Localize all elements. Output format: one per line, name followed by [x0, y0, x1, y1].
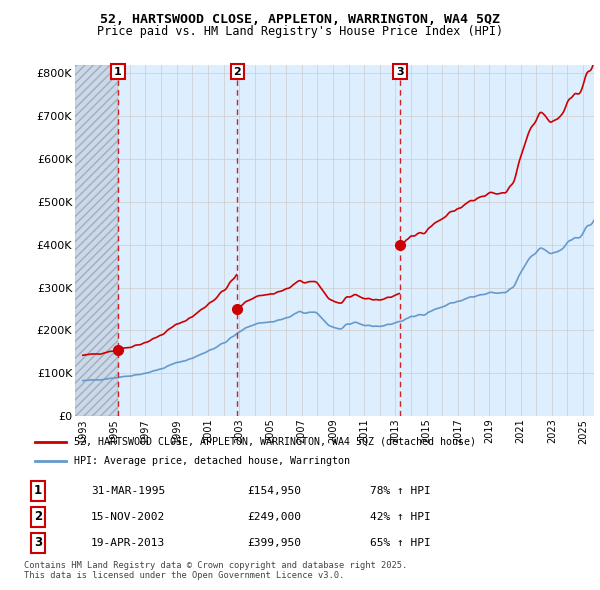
- Text: 15-NOV-2002: 15-NOV-2002: [91, 512, 165, 522]
- Text: 52, HARTSWOOD CLOSE, APPLETON, WARRINGTON, WA4 5QZ: 52, HARTSWOOD CLOSE, APPLETON, WARRINGTO…: [100, 13, 500, 26]
- Text: 42% ↑ HPI: 42% ↑ HPI: [370, 512, 431, 522]
- Text: 65% ↑ HPI: 65% ↑ HPI: [370, 538, 431, 548]
- Text: 1: 1: [114, 67, 122, 77]
- Text: Price paid vs. HM Land Registry's House Price Index (HPI): Price paid vs. HM Land Registry's House …: [97, 25, 503, 38]
- Text: This data is licensed under the Open Government Licence v3.0.: This data is licensed under the Open Gov…: [24, 571, 344, 580]
- Text: 3: 3: [34, 536, 42, 549]
- Text: 31-MAR-1995: 31-MAR-1995: [91, 486, 165, 496]
- Text: 52, HARTSWOOD CLOSE, APPLETON, WARRINGTON, WA4 5QZ (detached house): 52, HARTSWOOD CLOSE, APPLETON, WARRINGTO…: [74, 437, 476, 447]
- Text: Contains HM Land Registry data © Crown copyright and database right 2025.: Contains HM Land Registry data © Crown c…: [24, 560, 407, 569]
- Text: HPI: Average price, detached house, Warrington: HPI: Average price, detached house, Warr…: [74, 456, 350, 466]
- Text: 2: 2: [34, 510, 42, 523]
- Text: 2: 2: [233, 67, 241, 77]
- Text: £249,000: £249,000: [247, 512, 301, 522]
- Text: 1: 1: [34, 484, 42, 497]
- Bar: [75, 65, 118, 416]
- Text: 3: 3: [396, 67, 404, 77]
- Text: 78% ↑ HPI: 78% ↑ HPI: [370, 486, 431, 496]
- Text: £154,950: £154,950: [247, 486, 301, 496]
- Text: £399,950: £399,950: [247, 538, 301, 548]
- Text: 19-APR-2013: 19-APR-2013: [91, 538, 165, 548]
